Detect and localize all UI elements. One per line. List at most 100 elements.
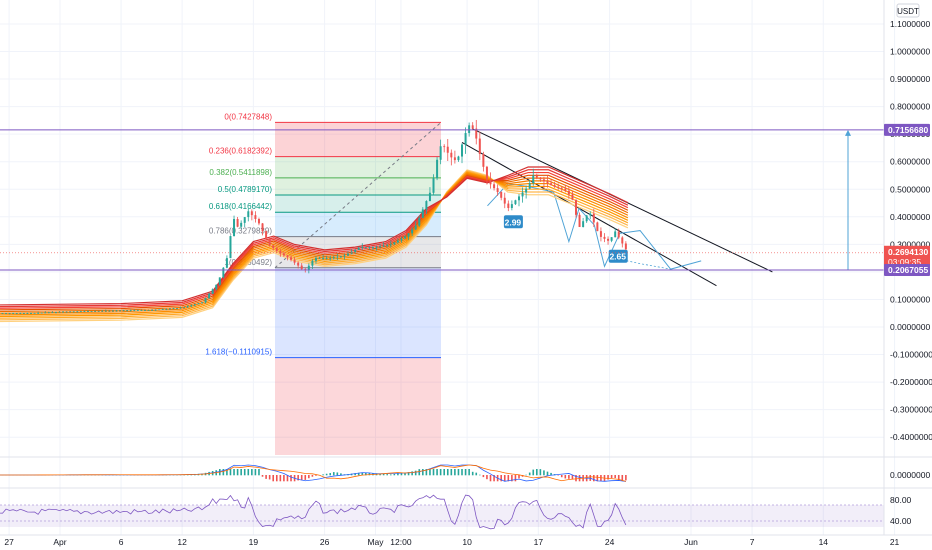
candle-body xyxy=(147,309,150,311)
candle-body xyxy=(44,312,47,314)
countdown-tag: 03:09:35 xyxy=(888,257,921,267)
macd-bar xyxy=(397,473,399,476)
candle-body xyxy=(47,312,50,314)
candle-body xyxy=(450,152,453,158)
ema-line xyxy=(0,171,629,309)
macd-bar xyxy=(475,472,478,476)
wave-label: 2.99 xyxy=(505,217,522,227)
candle-body xyxy=(229,236,232,259)
candle-body xyxy=(546,181,549,184)
candle-body xyxy=(411,229,414,234)
macd-bar xyxy=(332,472,335,476)
candle-body xyxy=(589,213,592,216)
candle-body xyxy=(172,308,175,310)
fib-zone xyxy=(275,195,441,213)
candle-body xyxy=(261,223,264,232)
macd-bar xyxy=(283,475,285,482)
candle-body xyxy=(379,246,382,248)
macd-bar xyxy=(272,475,275,482)
macd-bar xyxy=(507,475,510,482)
candle-body xyxy=(26,313,29,315)
candle-body xyxy=(528,183,531,189)
fib-zone xyxy=(275,122,441,157)
candle-body xyxy=(436,159,439,179)
candle-body xyxy=(211,289,214,294)
candle-body xyxy=(553,185,556,187)
macd-bar xyxy=(596,475,599,482)
candle-body xyxy=(65,311,68,313)
candle-body xyxy=(325,258,328,259)
candle-body xyxy=(19,313,22,315)
macd-bar xyxy=(575,475,577,482)
candle-body xyxy=(564,188,567,191)
wave-label: 2.65 xyxy=(609,252,626,262)
macd-bar xyxy=(539,469,542,476)
candle-body xyxy=(500,192,503,198)
fib-level-label: 0.786(0.3279839) xyxy=(209,227,273,236)
candle-body xyxy=(22,313,25,315)
candle-body xyxy=(186,306,189,308)
candle-body xyxy=(368,247,371,248)
candle-body xyxy=(33,312,36,314)
candle-body xyxy=(190,305,193,307)
candle-body xyxy=(396,240,399,243)
macd-bar xyxy=(386,474,389,476)
candle-body xyxy=(250,211,253,216)
upper-level-tag: 0.7156680 xyxy=(888,125,928,135)
ema-line xyxy=(0,173,629,314)
candle-body xyxy=(218,277,221,285)
candle-body xyxy=(97,310,100,312)
candle-body xyxy=(161,309,164,310)
x-tick-label: 19 xyxy=(249,537,259,547)
currency-box[interactable] xyxy=(896,3,920,18)
macd-bar xyxy=(268,475,271,480)
candle-body xyxy=(104,310,107,312)
macd-bar xyxy=(479,474,481,476)
candle-body xyxy=(414,225,417,230)
y-tick-label: -0.1000000 xyxy=(890,350,932,360)
macd-bar xyxy=(614,475,616,479)
macd-bar xyxy=(607,475,609,480)
candle-body xyxy=(225,258,228,268)
candle-body xyxy=(400,238,403,241)
x-tick-label: May xyxy=(367,537,384,547)
macd-bar xyxy=(368,472,371,476)
macd-bar xyxy=(329,473,332,476)
candle-body xyxy=(521,192,524,197)
macd-bar xyxy=(446,469,449,476)
macd-bar xyxy=(600,475,602,482)
macd-bar xyxy=(486,475,488,480)
candle-body xyxy=(339,256,342,257)
fib-level-label: 0.382(0.5411898) xyxy=(209,168,272,177)
macd-bar xyxy=(379,473,381,476)
macd-bar xyxy=(411,471,413,476)
candle-body xyxy=(265,231,268,239)
currency-label: USDT xyxy=(897,7,919,16)
rsi-axis-label: 80.00 xyxy=(890,495,912,505)
candle-body xyxy=(599,231,602,237)
macd-bar xyxy=(265,475,267,479)
candle-body xyxy=(343,255,346,257)
macd-bar xyxy=(489,475,492,482)
candle-body xyxy=(518,196,521,201)
x-axis[interactable]: 27 Apr 6 12 19 26 May 12:00 10 17 24 Jun 7 14 21 xyxy=(4,537,899,547)
macd-bar xyxy=(254,469,257,476)
fib-zone xyxy=(275,357,441,455)
macd-bar xyxy=(461,469,463,476)
wave-label-box xyxy=(608,249,628,263)
candle-body xyxy=(507,203,510,208)
candle-body xyxy=(439,146,442,160)
candle-body xyxy=(585,215,588,222)
macd-bar xyxy=(493,475,495,482)
candle-body xyxy=(86,311,89,312)
macd-bar xyxy=(528,472,531,476)
macd-bar xyxy=(432,469,435,476)
rsi-band xyxy=(0,505,884,527)
candle-body xyxy=(76,311,79,313)
macd-bar xyxy=(482,475,485,478)
candle-body xyxy=(286,255,289,258)
candle-body xyxy=(389,244,392,246)
macd-bar xyxy=(304,475,307,480)
